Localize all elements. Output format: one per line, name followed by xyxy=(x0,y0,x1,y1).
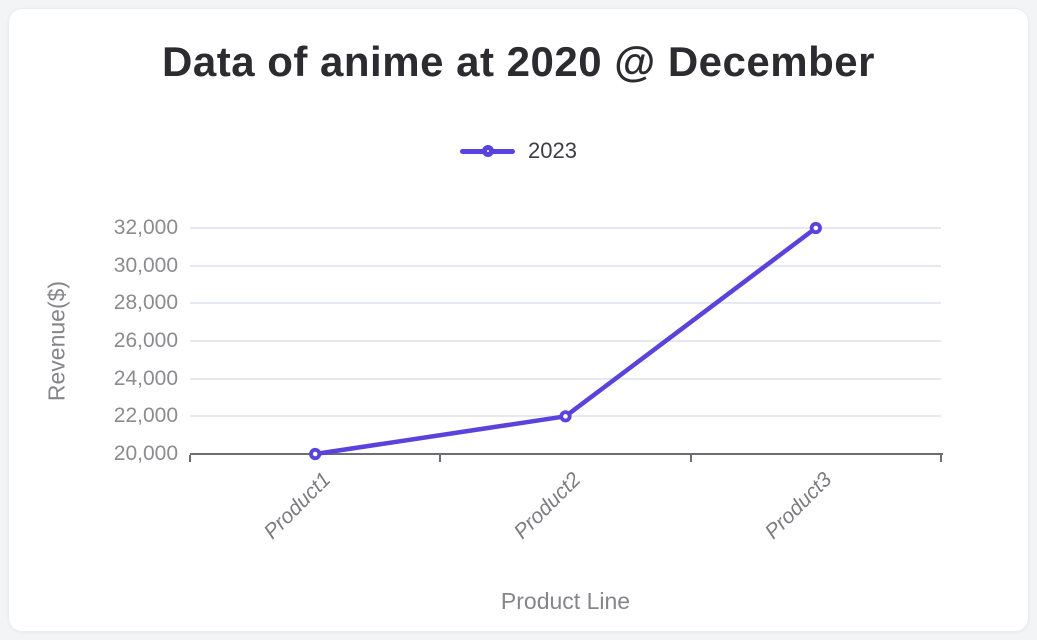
y-tick-label: 28,000 xyxy=(113,291,178,315)
data-point[interactable] xyxy=(809,221,822,235)
y-gridline xyxy=(190,340,941,342)
y-tick-label: 32,000 xyxy=(113,216,178,239)
y-gridline xyxy=(190,227,941,229)
x-tick-mark xyxy=(689,455,692,462)
y-tick-label: 20,000 xyxy=(113,442,178,465)
x-tick-mark xyxy=(189,455,191,462)
legend-point-icon xyxy=(481,145,494,157)
x-tick-mark xyxy=(439,455,442,462)
x-axis-line xyxy=(190,453,943,455)
data-point[interactable] xyxy=(559,410,572,423)
y-gridline xyxy=(190,302,941,305)
y-gridline xyxy=(190,377,941,380)
chart-title: Data of anime at 2020 @ December xyxy=(162,38,875,85)
data-series-layer xyxy=(309,221,822,461)
x-axis-title: Product Line xyxy=(500,588,631,614)
legend-line-marker xyxy=(460,145,516,157)
legend-label: 2023 xyxy=(528,138,577,163)
legend-item-2023[interactable]: 2023 xyxy=(0,137,1037,165)
y-tick-label: 22,000 xyxy=(113,404,178,428)
data-point[interactable] xyxy=(309,447,322,461)
y-tick-label: 30,000 xyxy=(113,253,178,277)
y-gridline xyxy=(190,264,941,267)
x-tick-mark xyxy=(940,455,942,462)
y-tick-label: 24,000 xyxy=(113,366,178,390)
chart-card xyxy=(8,8,1029,632)
y-tick-label: 26,000 xyxy=(113,329,178,352)
